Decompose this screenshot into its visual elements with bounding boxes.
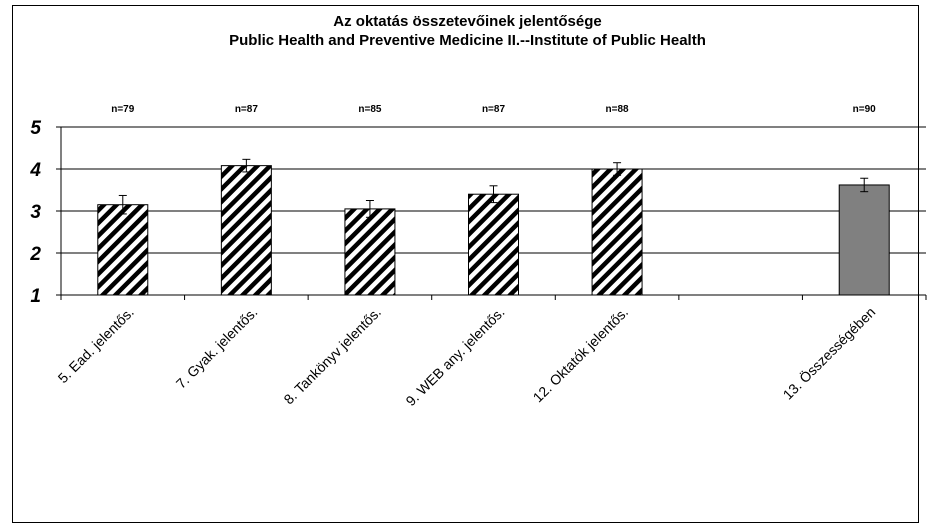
x-tick-label: 8. Tankönyv jelentős. [280, 304, 384, 408]
n-label: n=87 [235, 104, 259, 115]
bar [838, 184, 890, 296]
x-tick-label: 9. WEB any. jelentős. [402, 304, 507, 409]
bar [220, 165, 272, 296]
bar [97, 204, 149, 296]
y-tick-label: 4 [29, 160, 41, 181]
y-tick-label: 5 [30, 118, 41, 139]
chart-title: Az oktatás összetevőinek jelentősége [333, 13, 602, 30]
n-label: n=87 [482, 104, 506, 115]
n-label: n=85 [358, 104, 382, 115]
n-label: n=90 [853, 104, 877, 115]
bar [344, 208, 396, 296]
x-tick-label: 7. Gyak. jelentős. [173, 304, 261, 392]
chart-subtitle: Public Health and Preventive Medicine II… [229, 32, 706, 49]
bar [591, 168, 643, 296]
bar [468, 193, 519, 296]
n-label: n=79 [111, 104, 135, 115]
y-tick-label: 1 [30, 286, 41, 307]
chart-frame [12, 5, 919, 523]
x-tick-label: 5. Ead. jelentős. [55, 304, 137, 386]
n-label: n=88 [606, 104, 630, 115]
y-tick-label: 2 [29, 244, 41, 265]
x-tick-label: 12. Oktatók jelentős. [530, 304, 632, 406]
x-tick-label: 13. Összességében [779, 303, 879, 403]
y-tick-label: 3 [30, 202, 41, 223]
